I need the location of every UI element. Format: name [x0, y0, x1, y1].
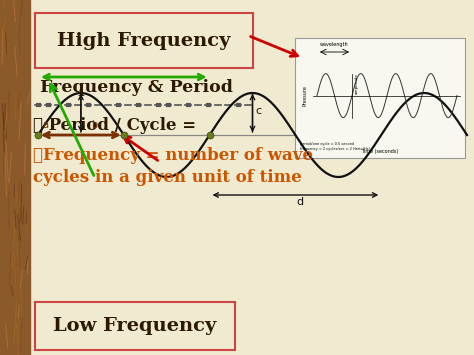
- Text: High Frequency: High Frequency: [57, 32, 231, 49]
- Text: wavelength: wavelength: [320, 42, 349, 47]
- Text: Low Frequency: Low Frequency: [53, 317, 217, 335]
- Text: cycles in a given unit of time: cycles in a given unit of time: [33, 169, 302, 186]
- Bar: [35, 302, 235, 350]
- Text: d: d: [297, 197, 304, 207]
- Text: c: c: [255, 106, 262, 116]
- Bar: [0, 0, 30, 355]
- Text: period/one cycle = 0.5 second
frequency = 2 cycles/sec = 2 Hertz(Hz): period/one cycle = 0.5 second frequency …: [300, 142, 370, 151]
- Text: ✳Frequency = number of wave: ✳Frequency = number of wave: [33, 147, 313, 164]
- Bar: [35, 13, 253, 68]
- Text: Pressure: Pressure: [302, 85, 308, 106]
- Text: Frequency & Period: Frequency & Period: [40, 80, 233, 97]
- Text: ✳ Period / Cycle =: ✳ Period / Cycle =: [33, 116, 196, 133]
- Text: amplitude: amplitude: [355, 73, 359, 94]
- Text: a: a: [42, 120, 48, 130]
- Text: b: b: [91, 120, 97, 130]
- Text: Time (seconds): Time (seconds): [361, 148, 399, 153]
- Bar: [295, 38, 465, 158]
